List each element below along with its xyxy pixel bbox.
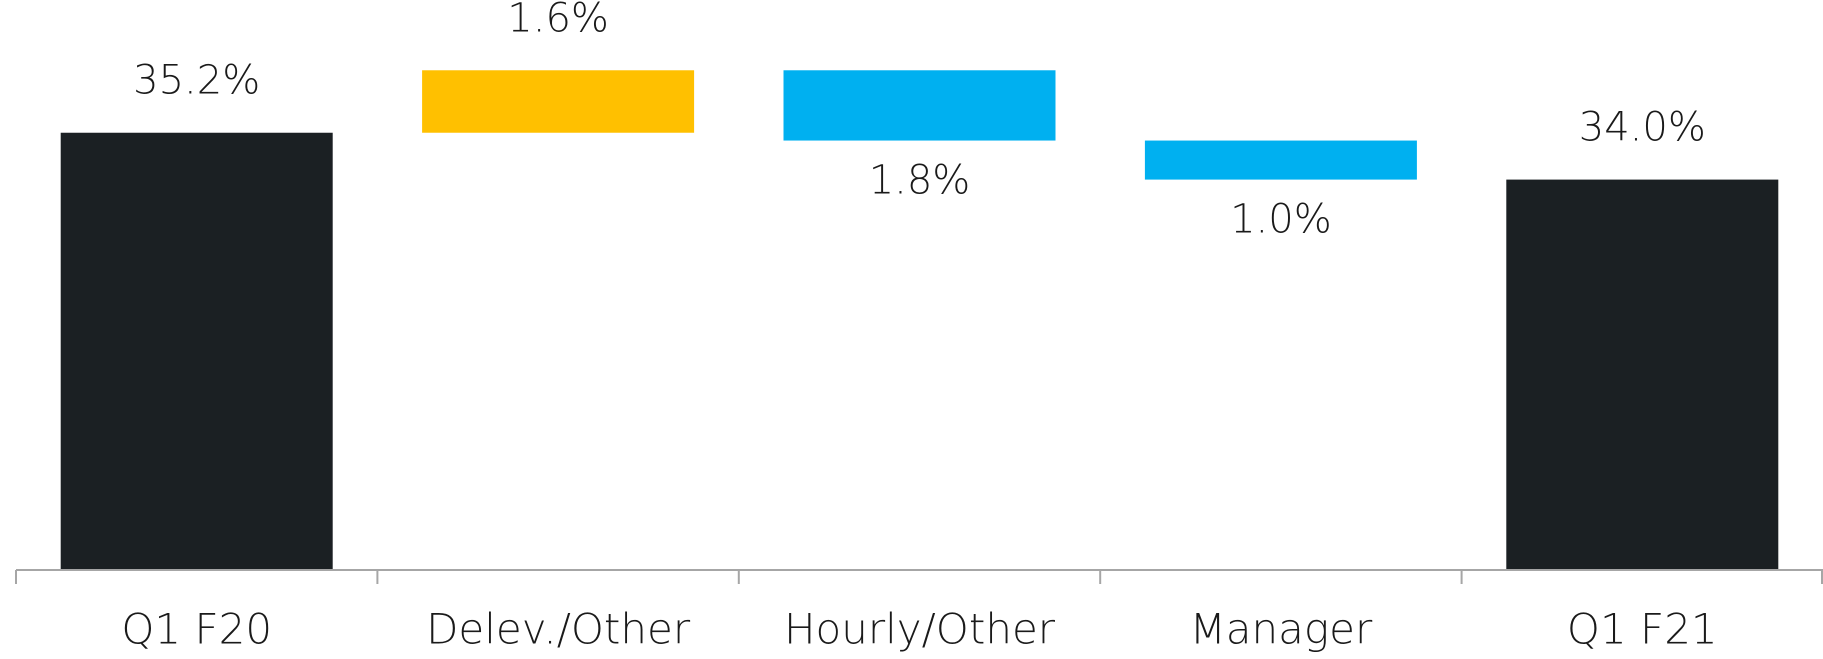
x-tick-label: Hourly/Other	[784, 605, 1056, 654]
data-label: 1.8%	[869, 158, 971, 204]
data-label: 1.0%	[1230, 197, 1332, 243]
bar	[422, 70, 695, 133]
x-tick-label: Manager	[1190, 605, 1373, 654]
x-tick-label: Q1 F20	[121, 605, 272, 654]
data-label: 34.0%	[1579, 105, 1706, 151]
bar	[783, 70, 1056, 141]
bar	[60, 132, 333, 570]
data-label: 1.6%	[507, 0, 609, 41]
x-tick-label: Delev./Other	[426, 605, 691, 654]
bar	[1144, 140, 1417, 180]
x-tick-label: Q1 F21	[1567, 605, 1718, 654]
data-label: 35.2%	[133, 58, 260, 104]
bar	[1506, 179, 1779, 570]
